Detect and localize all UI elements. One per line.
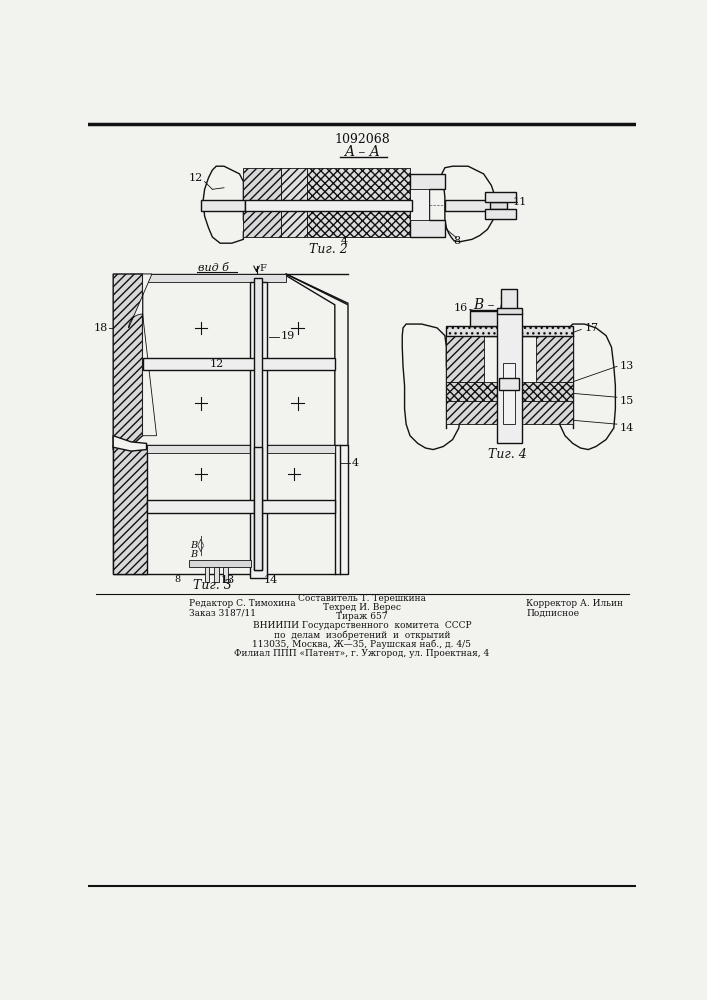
Polygon shape <box>446 401 573 424</box>
Text: 8: 8 <box>453 236 460 246</box>
Polygon shape <box>143 274 286 282</box>
Text: 11: 11 <box>513 197 527 207</box>
Bar <box>245 200 411 211</box>
Polygon shape <box>402 324 460 450</box>
Bar <box>490 202 507 209</box>
Text: 4: 4 <box>352 458 359 468</box>
Text: 113035, Москва, Ж—35, Раушская наб., д. 4/5: 113035, Москва, Ж—35, Раушская наб., д. … <box>252 640 472 649</box>
Bar <box>497 308 522 314</box>
Text: по  делам  изобретений  и  открытий: по делам изобретений и открытий <box>274 630 450 640</box>
Text: B: B <box>190 541 198 550</box>
Bar <box>146 500 335 513</box>
Text: Техред И. Верес: Техред И. Верес <box>323 603 401 612</box>
Bar <box>189 560 251 567</box>
Polygon shape <box>113 445 348 574</box>
Text: вид б: вид б <box>199 263 229 273</box>
Bar <box>503 363 515 424</box>
Text: Τиг. 2: Τиг. 2 <box>309 243 348 256</box>
Text: ВНИИПИ Государственного  комитета  СССР: ВНИИПИ Государственного комитета СССР <box>252 621 472 630</box>
Polygon shape <box>113 445 146 574</box>
Polygon shape <box>243 168 281 237</box>
Text: Τиг. 3: Τиг. 3 <box>193 579 232 592</box>
Text: 13: 13 <box>221 575 235 585</box>
Bar <box>143 358 335 370</box>
Text: Корректор А. Ильин: Корректор А. Ильин <box>526 599 624 608</box>
Text: Составитель Т. Терешкина: Составитель Т. Терешкина <box>298 594 426 603</box>
Polygon shape <box>442 166 495 242</box>
Text: 14: 14 <box>264 575 278 585</box>
Bar <box>497 312 522 443</box>
Text: 13: 13 <box>619 361 633 371</box>
Text: Заказ 3187/11: Заказ 3187/11 <box>189 608 256 617</box>
Text: Подписное: Подписное <box>526 608 579 617</box>
Bar <box>250 282 267 578</box>
Text: 4: 4 <box>341 236 348 246</box>
Bar <box>485 209 516 219</box>
Polygon shape <box>146 445 335 453</box>
Polygon shape <box>410 174 445 237</box>
Bar <box>446 326 573 336</box>
Bar <box>485 192 516 202</box>
Polygon shape <box>446 382 573 401</box>
Bar <box>445 200 491 211</box>
Polygon shape <box>307 168 410 237</box>
Text: Филиал ППП «Патент», г. Ужгород, ул. Проектная, 4: Филиал ППП «Патент», г. Ужгород, ул. Про… <box>234 649 489 658</box>
Bar <box>501 289 517 311</box>
Polygon shape <box>286 274 348 574</box>
Text: 12: 12 <box>189 173 203 183</box>
Bar <box>410 189 429 220</box>
Bar <box>499 378 519 389</box>
Text: 14: 14 <box>619 423 633 433</box>
Text: 12: 12 <box>210 359 224 369</box>
Text: F: F <box>259 264 267 273</box>
Text: 15: 15 <box>619 396 633 406</box>
Polygon shape <box>129 274 156 436</box>
Bar <box>255 278 262 570</box>
Bar <box>214 567 218 582</box>
Polygon shape <box>113 274 143 450</box>
Text: B: B <box>190 550 198 559</box>
Text: B – B: B – B <box>473 298 510 312</box>
Text: 8: 8 <box>175 575 180 584</box>
Text: 18: 18 <box>93 323 107 333</box>
Text: 16: 16 <box>454 303 468 313</box>
Polygon shape <box>281 168 307 237</box>
Text: Редактор С. Тимохина: Редактор С. Тимохина <box>189 599 296 608</box>
Bar <box>469 311 505 326</box>
Polygon shape <box>113 436 146 451</box>
Polygon shape <box>203 166 247 243</box>
Polygon shape <box>559 324 615 450</box>
Bar <box>204 567 209 582</box>
Polygon shape <box>446 336 484 382</box>
Text: A – A: A – A <box>344 145 380 159</box>
Text: 1092068: 1092068 <box>334 133 390 146</box>
Bar <box>201 200 245 211</box>
Text: Τиг. 4: Τиг. 4 <box>488 448 526 461</box>
Text: 17: 17 <box>585 323 599 333</box>
Text: Тираж 657: Тираж 657 <box>336 612 387 621</box>
Bar <box>255 447 262 570</box>
Polygon shape <box>537 336 573 382</box>
Bar <box>223 567 228 582</box>
Text: 19: 19 <box>281 331 295 341</box>
